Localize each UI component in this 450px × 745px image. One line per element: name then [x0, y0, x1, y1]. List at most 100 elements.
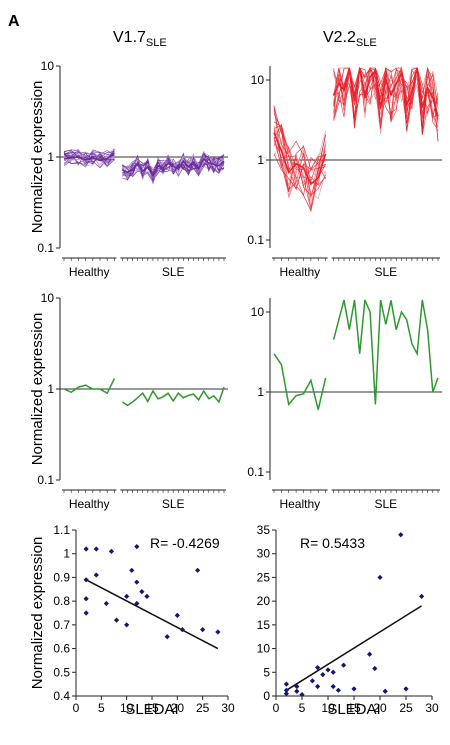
- series-healthy: [273, 353, 327, 410]
- x-tick-label: 0: [73, 701, 80, 715]
- y-tick-label: 0.1: [37, 473, 54, 487]
- trend-line: [286, 605, 422, 691]
- data-point: [382, 688, 388, 694]
- gene-series-healthy: [273, 150, 326, 190]
- y-tick-label: 15: [257, 618, 271, 632]
- data-point: [83, 610, 89, 616]
- data-point: [283, 687, 289, 693]
- y-axis-label: Normalized expression: [29, 313, 46, 466]
- y-tick-label: 1: [47, 150, 54, 164]
- chart-v22-average: 10 1 0.1 Healthy SLE: [247, 298, 442, 511]
- y-tick-label: 0.8: [53, 594, 70, 608]
- data-point: [195, 567, 201, 573]
- data-point: [330, 683, 336, 690]
- mean-series-sle: [332, 67, 439, 117]
- x-tick-label: 5: [98, 701, 105, 715]
- column-title-v22-main: V2.2: [323, 29, 356, 46]
- data-point: [174, 612, 180, 618]
- data-point: [294, 688, 300, 694]
- x-tick-label: 0: [273, 701, 280, 715]
- x-tick-label: 20: [171, 701, 185, 715]
- y-tick-label: 0.9: [53, 570, 70, 584]
- gene-series-healthy: [273, 105, 326, 192]
- data-point: [83, 577, 89, 583]
- y-tick-label: 0.1: [247, 233, 264, 247]
- y-axis-label: Normalized expression: [29, 537, 46, 690]
- data-point: [144, 593, 150, 599]
- group-label-healthy: Healthy: [69, 497, 110, 511]
- series-sle: [332, 299, 439, 405]
- mean-series-healthy: [63, 152, 115, 162]
- y-tick-label: 1: [257, 385, 264, 399]
- data-point: [139, 589, 145, 595]
- gene-series-sle: [333, 66, 439, 132]
- gene-series-healthy: [273, 128, 326, 197]
- data-point: [294, 683, 300, 690]
- data-point: [419, 593, 425, 599]
- y-tick-label: 0.5: [53, 665, 70, 679]
- data-point: [164, 634, 170, 640]
- chart-v22-sledai-scatter: 0 5 10 15 20 25 30 35 0 5 10 15 20 25 30 R= 0.5433 SLEDA…: [257, 523, 439, 718]
- data-point: [377, 574, 383, 581]
- x-axis-label: SLEDAI: [327, 701, 380, 718]
- data-point: [200, 627, 206, 633]
- data-point: [309, 678, 315, 684]
- data-point: [179, 627, 185, 633]
- y-axis-label: Normalized expression: [29, 81, 46, 234]
- data-point: [330, 669, 336, 675]
- gene-series-healthy: [273, 123, 326, 183]
- y-tick-label: 10: [251, 73, 265, 87]
- y-tick-label: 0.4: [53, 689, 70, 703]
- data-point: [367, 651, 373, 657]
- y-tick-label: 0: [263, 689, 270, 703]
- gene-series-healthy: [273, 126, 326, 196]
- data-point: [283, 681, 289, 687]
- y-tick-label: 1.1: [53, 523, 70, 537]
- data-point: [283, 691, 289, 697]
- gene-series-sle: [333, 66, 439, 132]
- data-point: [134, 579, 140, 585]
- gene-series-healthy: [273, 130, 326, 201]
- gene-series-healthy: [63, 149, 115, 165]
- trend-line: [85, 579, 219, 650]
- y-tick-label: 25: [257, 570, 271, 584]
- column-title-v17-main: V1.7: [113, 29, 146, 46]
- group-label-healthy: Healthy: [279, 497, 320, 511]
- data-point: [335, 687, 341, 693]
- data-point: [124, 622, 130, 628]
- data-point: [124, 593, 130, 599]
- y-tick-label: 10: [41, 59, 55, 73]
- y-tick-label: 0.1: [247, 465, 264, 479]
- data-point: [372, 665, 378, 672]
- column-title-v22-sub: SLE: [356, 37, 377, 49]
- data-point: [398, 532, 404, 538]
- x-tick-label: 10: [321, 701, 335, 715]
- correlation-annotation: R= -0.4269: [150, 535, 220, 551]
- y-tick-label: 0.6: [53, 642, 70, 656]
- data-point: [93, 546, 99, 552]
- group-label-sle: SLE: [162, 497, 185, 511]
- gene-series-sle: [122, 154, 225, 180]
- data-point: [93, 572, 99, 578]
- data-point: [215, 629, 221, 635]
- data-point: [351, 686, 357, 692]
- gene-series-sle: [122, 153, 225, 176]
- x-tick-label: 15: [145, 701, 159, 715]
- correlation-annotation: R= 0.5433: [300, 535, 365, 551]
- chart-v17-sledai-scatter: 0.4 0.5 0.6 0.7 0.8 0.9 1 1.1 0 5 10 15 20 25 30 R= -0.…: [29, 523, 235, 718]
- column-title-v22: V2.2SLE: [323, 29, 377, 49]
- gene-series-healthy: [63, 151, 115, 167]
- data-point: [83, 596, 89, 602]
- x-tick-label: 5: [299, 701, 306, 715]
- x-axis-label: SLEDAI: [125, 701, 178, 718]
- group-label-sle: SLE: [162, 265, 185, 279]
- data-point: [325, 667, 331, 673]
- y-tick-label: 20: [257, 594, 271, 608]
- data-point: [134, 544, 140, 550]
- x-tick-label: 25: [196, 701, 210, 715]
- gene-series-healthy: [63, 150, 115, 168]
- group-label-healthy: Healthy: [279, 265, 320, 279]
- data-point: [341, 662, 347, 668]
- data-point: [83, 546, 89, 552]
- series-healthy: [63, 378, 116, 395]
